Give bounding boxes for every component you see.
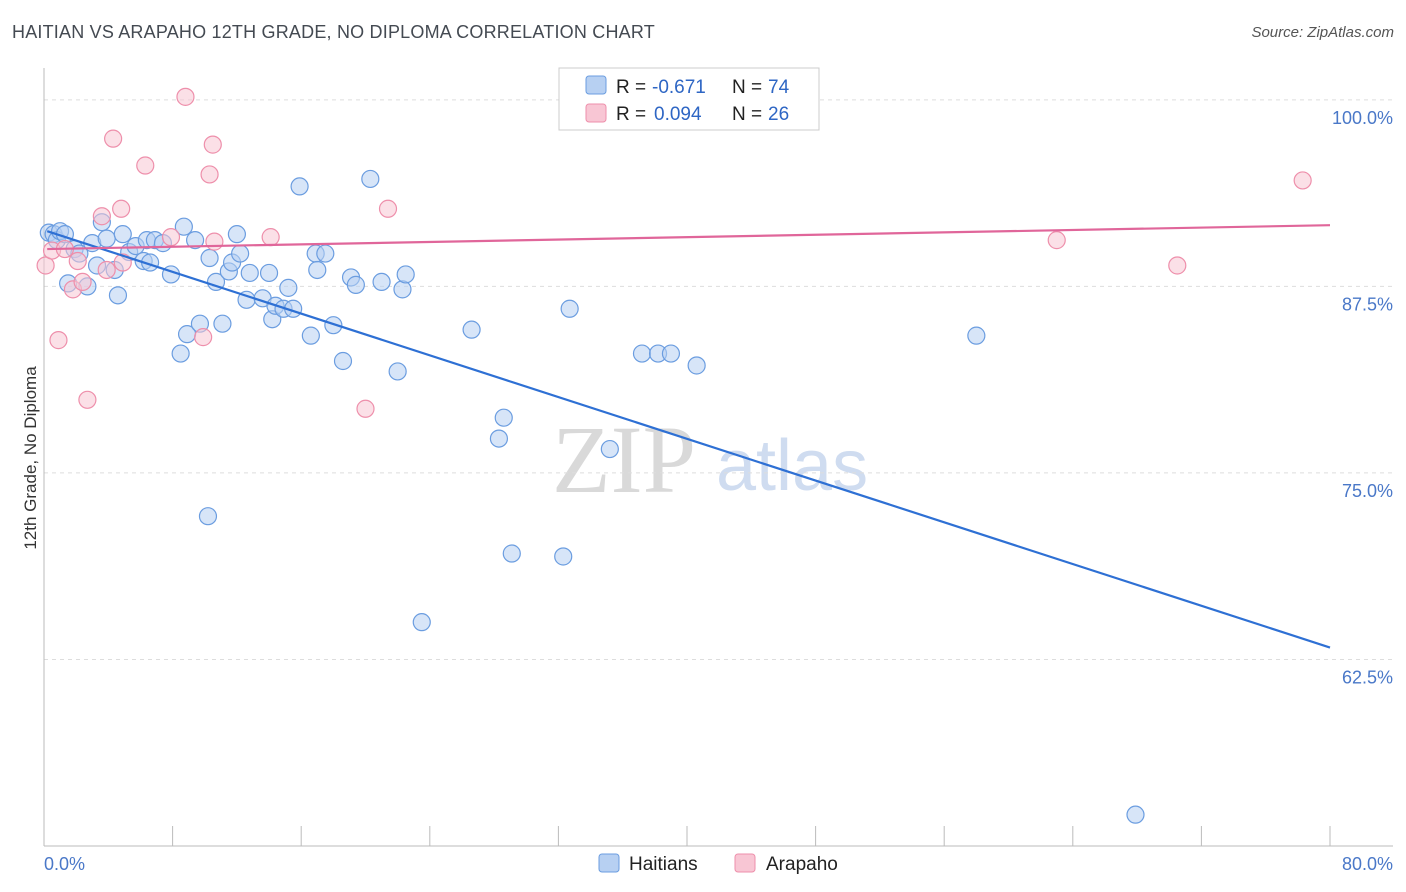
haitians-point <box>333 351 353 371</box>
y-tick-label: 75.0% <box>1342 481 1393 501</box>
arapaho-point <box>378 199 398 218</box>
x-tick-label-min: 0.0% <box>44 854 85 874</box>
legend-r-label-haitians: R = <box>616 77 646 98</box>
x-tick-label-max: 80.0% <box>1342 854 1393 874</box>
haitians-point <box>388 362 407 381</box>
arapaho-point <box>112 199 131 218</box>
y-axis-label: 12th Grade, No Diploma <box>21 366 40 550</box>
haitians-point <box>361 169 380 189</box>
legend-r-value-haitians: -0.671 <box>652 77 706 98</box>
arapaho-point <box>136 156 155 175</box>
arapaho-point <box>1047 231 1066 250</box>
arapaho-point <box>356 399 375 418</box>
haitians-point <box>632 344 652 363</box>
haitians-point <box>240 263 259 283</box>
arapaho-point <box>97 260 116 280</box>
grid-lines <box>44 99 1393 660</box>
haitians-point <box>346 275 365 294</box>
legend-r-value-arapaho: 0.094 <box>654 104 702 125</box>
haitians-point <box>372 272 391 292</box>
haitians-point <box>206 272 226 292</box>
arapaho-point <box>203 135 222 154</box>
y-tick-label: 100.0% <box>1332 108 1393 128</box>
arapaho-point <box>104 129 123 148</box>
haitians-point <box>396 265 415 284</box>
arapaho-point <box>1293 171 1312 190</box>
legend-n-value-arapaho: 26 <box>768 104 789 125</box>
arapaho-point <box>200 165 219 184</box>
arapaho-points <box>36 87 1312 418</box>
haitians-point <box>462 320 481 339</box>
arapaho-point <box>92 207 111 226</box>
source-label: Source: ZipAtlas.com <box>1251 24 1394 41</box>
legend-r-label-arapaho: R = <box>616 104 646 125</box>
haitians-point <box>967 326 986 345</box>
arapaho-point <box>113 253 132 272</box>
arapaho-point <box>194 328 213 347</box>
haitians-point <box>113 225 132 244</box>
legend-box: R = -0.671 N = 74 R = 0.094 N = 26 <box>558 67 820 131</box>
legend-n-label-haitians: N = <box>732 77 762 98</box>
axes <box>43 68 1393 847</box>
y-tick-label: 62.5% <box>1342 667 1393 687</box>
haitians-point <box>198 507 218 526</box>
arapaho-point <box>261 228 280 247</box>
trend-lines <box>46 224 1331 649</box>
legend-n-label-arapaho: N = <box>732 104 762 125</box>
haitians-point <box>554 547 573 566</box>
haitians-point <box>1126 805 1145 824</box>
bottom-legend-label-haitians: Haitians <box>629 854 698 875</box>
haitians-point <box>494 408 513 427</box>
haitians-point <box>316 244 335 263</box>
legend-swatch-haitians <box>585 75 607 95</box>
arapaho-point <box>68 251 87 271</box>
chart-title: HAITIAN VS ARAPAHO 12TH GRADE, NO DIPLOM… <box>12 22 655 42</box>
legend-n-value-haitians: 74 <box>768 77 790 98</box>
y-tick-label: 87.5% <box>1342 294 1393 314</box>
haitians-point <box>502 544 521 563</box>
arapaho-point <box>161 228 181 247</box>
haitians-point <box>227 225 246 244</box>
bottom-legend-label-arapaho: Arapaho <box>766 854 838 875</box>
haitians-point <box>290 177 309 196</box>
legend-swatch-arapaho <box>585 103 607 123</box>
bottom-legend: Haitians Arapaho <box>598 853 838 875</box>
bottom-legend-swatch-haitians <box>598 853 620 873</box>
haitians-point <box>560 299 579 318</box>
haitians-point <box>259 263 279 283</box>
haitians-point <box>108 286 128 305</box>
haitians-trend-line <box>46 230 1331 649</box>
watermark-zip: ZIP <box>552 406 696 513</box>
y-tick-labels: 100.0% 87.5% 75.0% 62.5% <box>1332 108 1393 688</box>
haitians-point <box>279 278 298 297</box>
haitians-point <box>97 229 116 248</box>
arapaho-point <box>78 390 97 409</box>
haitians-point <box>308 260 327 280</box>
haitians-point <box>186 231 205 250</box>
haitians-point <box>213 314 232 333</box>
haitians-point <box>200 248 219 268</box>
bottom-legend-swatch-arapaho <box>734 853 756 873</box>
arapaho-point <box>49 331 68 350</box>
watermark-atlas: atlas <box>716 426 868 506</box>
arapaho-point <box>205 232 224 251</box>
arapaho-point <box>73 272 92 292</box>
haitians-point <box>231 244 250 263</box>
arapaho-point <box>176 87 195 106</box>
haitians-point <box>412 613 431 632</box>
haitians-point <box>661 344 681 363</box>
haitians-point <box>171 344 190 363</box>
haitians-point <box>174 217 193 236</box>
haitians-point <box>301 326 320 345</box>
arapaho-point <box>1168 256 1187 275</box>
arapaho-trend-line <box>47 224 1331 251</box>
haitians-point <box>687 356 706 375</box>
haitians-point <box>489 429 509 448</box>
haitians-point <box>393 280 412 299</box>
haitians-point <box>600 439 619 459</box>
